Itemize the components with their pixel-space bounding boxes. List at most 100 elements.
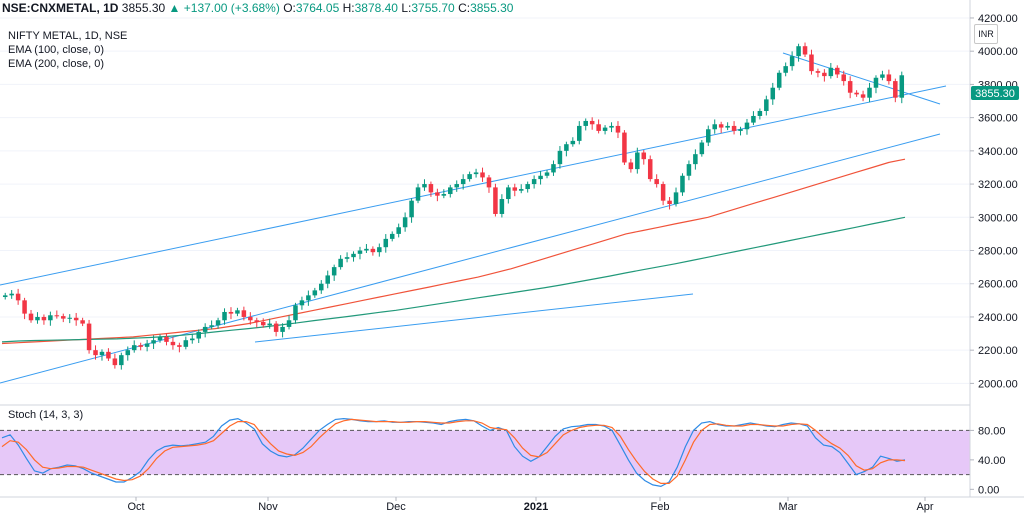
candle-body [331, 267, 337, 276]
candle-body [660, 184, 666, 201]
candle [2, 292, 8, 300]
candle [518, 184, 524, 194]
candle [241, 306, 247, 321]
price-tick-label: 3400.00 [978, 146, 1018, 158]
candle [557, 146, 563, 169]
candle-body [744, 122, 750, 130]
candle-body [209, 325, 214, 327]
candle-body [699, 142, 705, 155]
candle-body [280, 326, 285, 332]
candle-body [396, 227, 401, 234]
candle-body [706, 129, 711, 143]
candle [177, 342, 182, 353]
candle-body [680, 175, 685, 193]
lower-channel-line [0, 133, 941, 384]
candle [680, 173, 685, 196]
ema200-line [1, 216, 906, 343]
candle-body [202, 326, 208, 332]
candle [602, 125, 608, 135]
candle-body [854, 92, 859, 95]
candle [344, 252, 350, 263]
stoch-tick-label: 80.00 [978, 425, 1006, 437]
candle [841, 70, 846, 86]
candle-body [525, 184, 530, 190]
open-value: 3764.05 [295, 1, 340, 15]
time-tick-label: Mar [779, 501, 798, 513]
legend-stoch[interactable]: Stoch (14, 3, 3) [8, 409, 84, 421]
legend-ema200[interactable]: EMA (200, close, 0) [8, 58, 104, 70]
candle [293, 302, 298, 324]
candle [325, 270, 330, 289]
legend-title[interactable]: NIFTY METAL, 1D, NSE [8, 30, 128, 42]
time-tick-label: Oct [127, 501, 144, 513]
time-axis: Oct Nov Dec 2021 Feb Mar Apr [127, 497, 934, 513]
candle [635, 147, 640, 174]
time-tick-label: 2021 [524, 501, 548, 513]
trendlines [0, 52, 947, 384]
candle [893, 78, 898, 103]
candle [190, 333, 195, 344]
candle-body [312, 290, 318, 296]
time-tick-label: Feb [651, 501, 670, 513]
candle-body [448, 187, 453, 195]
candle-body [222, 311, 227, 321]
candle-body [41, 316, 47, 321]
symbol-name[interactable]: NSE:CNXMETAL, 1D [2, 1, 119, 15]
candle-body [751, 115, 756, 123]
candle [41, 314, 47, 325]
candle-body [589, 120, 595, 125]
stoch-pane [0, 417, 970, 488]
candle-body [196, 331, 201, 339]
candle [783, 62, 788, 77]
candle [441, 189, 447, 199]
candle-body [15, 293, 21, 301]
candle [486, 174, 492, 193]
candle [319, 280, 324, 294]
candle-body [415, 187, 421, 201]
candle [73, 312, 79, 326]
candle-body [493, 187, 498, 214]
candle-body [615, 125, 621, 133]
secondary-support-line [254, 293, 694, 343]
candle-body [409, 200, 414, 218]
candle [673, 187, 679, 207]
candle-body [596, 124, 601, 131]
candle-body [718, 124, 724, 128]
candle [164, 333, 169, 346]
candle [822, 69, 827, 82]
candle [789, 51, 795, 71]
stoch-tick-label: 40.00 [978, 455, 1006, 467]
last-price-marker: 3855.30 [971, 86, 1019, 100]
candles [2, 42, 905, 370]
currency-badge[interactable]: INR [974, 24, 998, 44]
candle-body [641, 152, 647, 160]
candle-body [344, 257, 350, 259]
candle-body [73, 317, 79, 321]
candle [577, 121, 582, 145]
candle-body [764, 99, 769, 111]
ema-lines [1, 158, 906, 345]
candle-body [809, 54, 814, 72]
candle [480, 167, 485, 182]
candle [725, 122, 730, 131]
candle-body [673, 192, 679, 204]
candle [531, 175, 537, 189]
candle-body [144, 343, 150, 347]
candle [202, 323, 208, 338]
candle-body [731, 125, 737, 131]
candle [738, 126, 743, 136]
header-price: 3855.30 [121, 1, 166, 15]
candle [899, 71, 905, 104]
price-tick-label: 4000.00 [978, 46, 1018, 58]
candle [183, 336, 189, 350]
candle-body [286, 320, 292, 327]
candle [551, 160, 556, 176]
legend-ema100[interactable]: EMA (100, close, 0) [8, 44, 104, 56]
candle-body [628, 162, 634, 170]
candle [157, 334, 163, 343]
candle [460, 174, 466, 190]
candle [667, 197, 672, 210]
candle [699, 140, 705, 157]
candle [512, 183, 518, 197]
